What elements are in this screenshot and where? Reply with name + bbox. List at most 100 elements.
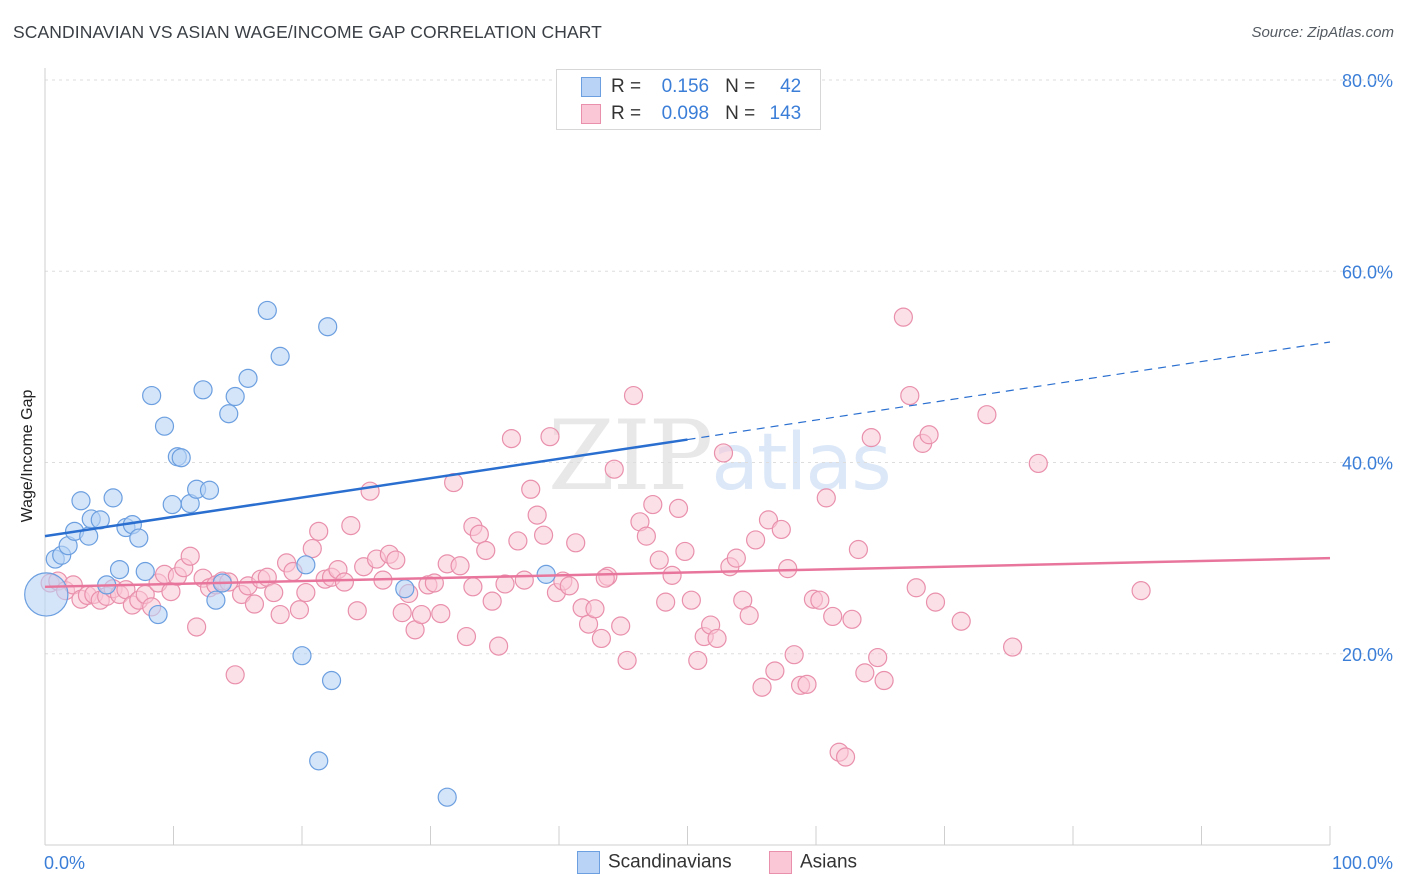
scandinavians-point — [154, 416, 175, 436]
asians-point — [501, 428, 522, 449]
y-tick-label: 20.0% — [1342, 645, 1393, 665]
bottom-legend-asians[interactable]: Asians — [769, 851, 857, 874]
scandinavians-trend-extension — [687, 341, 1331, 441]
asians-point — [925, 592, 946, 612]
scandinavians-point — [219, 404, 239, 424]
asians-point — [489, 636, 509, 656]
asians-point — [302, 538, 322, 559]
asians-point — [810, 590, 830, 610]
asians-point — [341, 516, 361, 536]
scandinavians-point — [292, 646, 312, 666]
asians-point — [270, 604, 290, 625]
bottom-legend-label: Asians — [800, 851, 858, 873]
legend-row-scandinavians: R = 0.156 N = 42 — [581, 75, 801, 99]
asians-point — [411, 604, 432, 625]
asians-point — [752, 677, 772, 697]
scandinavians-point — [24, 572, 69, 617]
scandinavians-point — [109, 559, 130, 580]
scandinavians-point — [199, 480, 220, 500]
asians-point — [919, 425, 939, 445]
scandinavians-point — [135, 561, 155, 582]
scandinavians-point — [257, 300, 277, 321]
legend-swatch-blue — [581, 76, 601, 97]
bottom-legend-swatch-pink — [769, 851, 792, 874]
asians-point — [540, 427, 560, 447]
asians-point — [668, 498, 689, 518]
asians-point — [874, 670, 894, 691]
asians-point — [758, 510, 779, 530]
scandinavians-point — [225, 386, 245, 407]
asians-point — [900, 385, 920, 406]
asians-point — [296, 582, 316, 603]
asians-point — [893, 307, 913, 327]
asians-point — [495, 574, 515, 594]
asians-point — [977, 405, 997, 425]
asians-point — [476, 540, 496, 561]
asians-point — [591, 628, 612, 649]
asians-point — [527, 505, 547, 525]
asians-point — [707, 628, 727, 649]
asians-point — [559, 576, 579, 596]
x-tick-label-min: 0.0% — [44, 853, 85, 873]
bottom-legend-scandinavians[interactable]: Scandinavians — [577, 851, 732, 874]
asians-point — [482, 591, 502, 611]
asians-point — [816, 488, 836, 508]
asians-point — [649, 550, 669, 570]
asians-point — [180, 546, 200, 566]
asians-point — [264, 582, 284, 603]
scandinavians-point — [321, 670, 342, 691]
scandinavians-point — [206, 590, 226, 610]
scandinavians-point — [296, 555, 316, 575]
scandinavians-point — [171, 448, 191, 468]
asians-point — [309, 521, 329, 541]
asians-point — [1028, 453, 1048, 474]
asians-point — [187, 617, 207, 637]
asians-point — [681, 590, 701, 610]
asians-point — [951, 611, 971, 631]
asians-point — [386, 550, 406, 570]
asians-point — [463, 577, 483, 597]
asians-point — [739, 605, 759, 626]
asians-point — [726, 548, 746, 568]
scandinavians-point — [309, 751, 329, 771]
asians-point — [643, 494, 663, 515]
asians-point — [861, 428, 881, 448]
legend-r-value: 0.098 — [661, 103, 710, 124]
asians-point — [855, 663, 875, 683]
asians-point — [424, 573, 444, 593]
asians-point — [1131, 581, 1151, 601]
asians-point — [595, 568, 615, 588]
scandinavians-trend-line — [44, 438, 688, 538]
asians-point — [713, 443, 734, 463]
scandinavians-point — [129, 528, 149, 548]
legend-r-label: R = — [611, 76, 642, 97]
scandinavians-point — [162, 494, 182, 515]
asians-point — [244, 594, 265, 614]
asians-point — [636, 526, 656, 546]
asians-point — [823, 606, 843, 627]
chart-source: Source: ZipAtlas.com — [1251, 24, 1394, 41]
asians-point — [688, 650, 708, 671]
bottom-legend-swatch-blue — [577, 851, 600, 874]
asians-point — [656, 592, 676, 612]
legend-n-label: N = — [725, 103, 756, 124]
asians-point — [450, 556, 470, 576]
scandinavians-point — [318, 317, 338, 337]
asians-point — [585, 599, 605, 619]
asians-point — [469, 524, 489, 544]
asians-point — [289, 600, 310, 620]
asians-point — [771, 519, 791, 540]
asians-point — [347, 601, 367, 621]
y-tick-label: 80.0% — [1342, 71, 1393, 91]
scandinavians-point — [193, 380, 213, 400]
asians-point — [675, 541, 695, 562]
asians-point — [746, 530, 766, 550]
asians-point — [623, 385, 644, 406]
scandinavians-point — [238, 368, 258, 388]
legend-n-value: 42 — [780, 76, 802, 97]
asians-point — [566, 533, 586, 553]
bottom-legend-label: Scandinavians — [608, 851, 732, 873]
asians-trend-line — [44, 556, 1331, 589]
legend-n-value: 143 — [769, 103, 802, 124]
